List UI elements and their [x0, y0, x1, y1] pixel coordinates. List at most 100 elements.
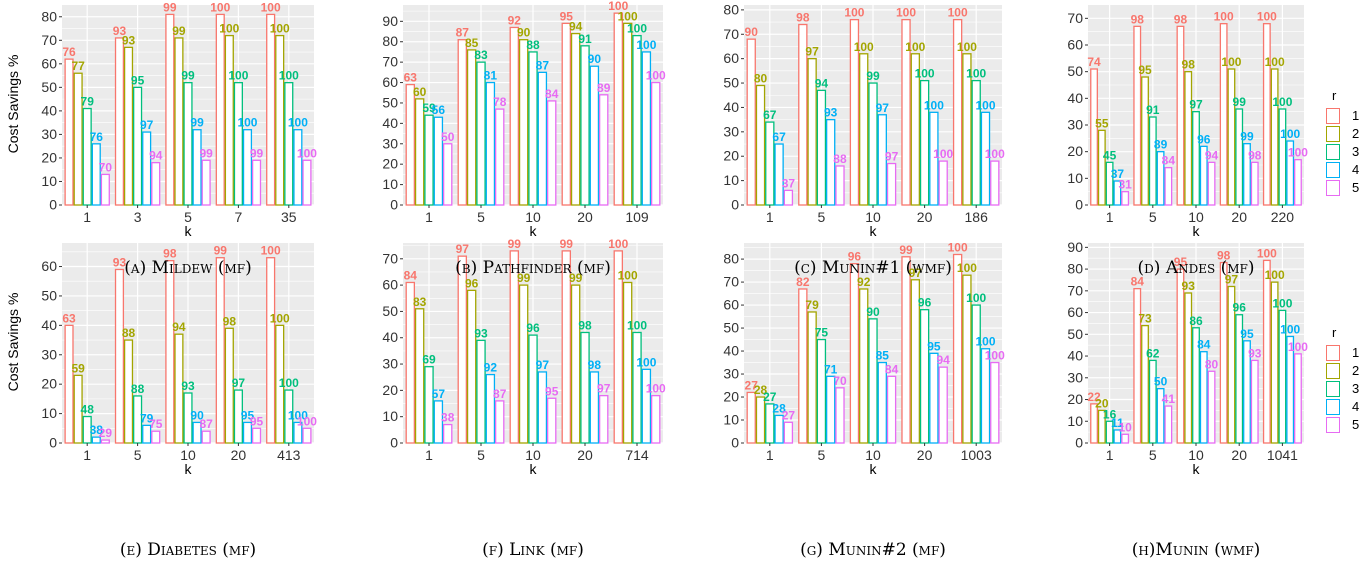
bar-series-2: [807, 311, 817, 444]
y-tick-label: 30: [382, 356, 398, 372]
y-tick-label: 70: [1067, 10, 1083, 26]
bar-value-label: 100: [237, 116, 257, 130]
bar-series-4: [537, 71, 548, 206]
bar-value-label: 99: [1233, 95, 1247, 109]
bar-value-label: 100: [1214, 10, 1234, 24]
bar-value-label: 59: [71, 361, 85, 375]
bar-series-5: [1121, 191, 1130, 206]
bar-series-4: [929, 352, 939, 444]
bar-value-label: 91: [1146, 103, 1160, 117]
bar-series-4: [242, 421, 253, 444]
bar-value-label: 84: [1197, 338, 1211, 352]
x-tick-label: 186: [965, 209, 989, 225]
caption-c: (c) Munin#1 (wmf): [794, 258, 952, 278]
y-tick-label: 50: [1067, 63, 1083, 79]
y-tick-label: 0: [390, 435, 398, 451]
y-tick-label: 70: [723, 26, 739, 42]
bar-value-label: 100: [966, 67, 986, 81]
y-tick-label: 0: [731, 435, 739, 451]
bar-value-label: 37: [1111, 167, 1125, 181]
bar-value-label: 95: [1138, 63, 1152, 77]
x-tick-label: 1: [83, 209, 91, 225]
bar-value-label: 45: [1103, 148, 1117, 162]
bar-value-label: 60: [413, 85, 427, 99]
y-tick-label: 50: [723, 75, 739, 91]
bar-value-label: 100: [1288, 146, 1308, 160]
bar-series-4: [192, 421, 202, 444]
bar-value-label: 88: [526, 38, 540, 52]
bar-value-label: 100: [1257, 246, 1277, 260]
bar-series-3: [424, 366, 434, 444]
bar-value-label: 76: [62, 45, 76, 59]
bar-series-4: [980, 348, 991, 444]
bar-series-2: [1184, 292, 1193, 444]
bar-series-3: [528, 51, 538, 206]
bar-series-1: [165, 13, 175, 206]
bar-value-label: 98: [1174, 12, 1188, 26]
y-tick-label: 0: [49, 435, 57, 451]
bar-series-4: [1113, 180, 1122, 206]
bar-value-label: 100: [854, 40, 874, 54]
bar-series-4: [1243, 340, 1251, 444]
bar-series-5: [938, 160, 948, 206]
bar-value-label: 100: [618, 9, 638, 23]
x-axis-title: k: [185, 461, 193, 477]
y-tick-label: 70: [382, 250, 398, 266]
bar-value-label: 99: [181, 69, 195, 83]
bar-series-2: [518, 284, 529, 444]
bar-value-label: 96: [1197, 132, 1211, 146]
y-tick-label: 60: [382, 277, 398, 293]
bar-series-4: [1156, 388, 1165, 444]
bar-value-label: 100: [1265, 268, 1285, 282]
bar-value-label: 80: [1205, 357, 1219, 371]
bar-series-3: [971, 304, 981, 444]
bar-series-5: [1121, 433, 1130, 444]
legend-title: r: [1332, 88, 1337, 103]
bar-series-5: [650, 394, 661, 444]
bar-value-label: 89: [597, 81, 611, 95]
bar-series-2: [123, 339, 134, 444]
y-tick-label: 60: [723, 50, 739, 66]
bar-value-label: 93: [1182, 279, 1196, 293]
bar-series-1: [457, 255, 468, 444]
bar-value-label: 97: [536, 358, 550, 372]
bar-value-label: 63: [404, 71, 418, 85]
bar-value-label: 100: [288, 116, 308, 130]
bar-value-label: 98: [796, 11, 810, 25]
bar-value-label: 100: [279, 376, 299, 390]
bar-value-label: 87: [493, 387, 507, 401]
bar-value-label: 100: [618, 268, 638, 282]
bar-value-label: 88: [833, 152, 847, 166]
legend-key-r3: [1326, 381, 1340, 397]
y-tick-label: 90: [382, 13, 398, 29]
bar-series-2: [224, 34, 234, 206]
y-tick-label: 0: [390, 197, 398, 213]
x-tick-label: 10: [865, 209, 881, 225]
bar-series-2: [466, 49, 477, 206]
bar-value-label: 98: [1182, 58, 1196, 72]
bar-value-label: 79: [805, 298, 819, 312]
bar-value-label: 100: [1257, 10, 1277, 24]
legend-label: 3: [1352, 144, 1360, 159]
bar-series-3: [476, 61, 486, 206]
bar-value-label: 100: [636, 38, 656, 52]
bar-series-3: [580, 45, 590, 206]
x-tick-label: 5: [477, 209, 485, 225]
bar-value-label: 94: [172, 320, 186, 334]
bar-series-1: [1133, 288, 1142, 444]
bar-series-2: [859, 288, 869, 444]
bar-value-label: 96: [465, 276, 479, 290]
y-tick-label: 40: [723, 99, 739, 115]
bar-series-4: [774, 414, 784, 444]
bar-value-label: 76: [90, 130, 104, 144]
bar-value-label: 100: [1288, 340, 1308, 354]
bar-series-2: [224, 327, 234, 444]
legend-key-r2: [1326, 126, 1340, 142]
bar-series-5: [251, 159, 262, 206]
bar-series-5: [886, 375, 897, 444]
y-tick-label: 40: [723, 343, 739, 359]
legend-key-r1: [1326, 108, 1340, 124]
bar-value-label: 41: [1162, 392, 1176, 406]
bar-series-1: [266, 13, 276, 206]
